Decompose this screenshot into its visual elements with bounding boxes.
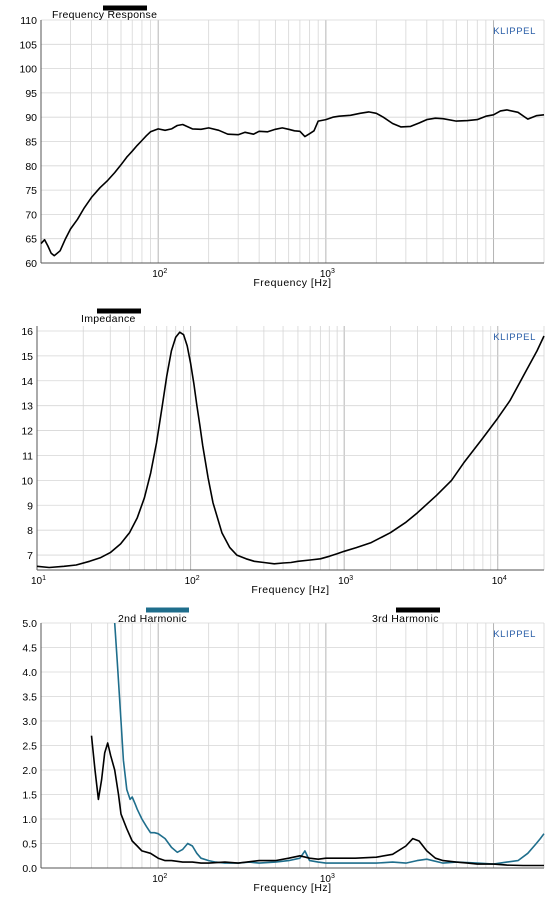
chart-2-ytick-label: 14 [21,376,33,388]
chart-1-klippel-watermark: KLIPPEL [493,26,536,37]
chart-2-ytick-label: 9 [27,500,33,512]
chart-3-ytick-label: 4.0 [22,667,37,679]
chart-2-xtick-exponent: 1 [42,575,46,582]
chart-2-xtick-exponent: 2 [196,575,200,582]
chart-3-xtick-label: 102 [152,873,167,885]
chart-2-xtick-label: 104 [492,575,507,587]
chart-1-ytick-label: 80 [25,161,37,173]
chart-2-xtick-base: 10 [185,576,197,587]
chart-2-series-line-1 [36,331,545,569]
chart-3-ytick-label: 3.5 [22,692,37,704]
chart-1-ytick-label: 110 [20,15,37,27]
chart-3-xlabel: Frequency [Hz] [253,882,331,894]
chart-1-ytick-label: 65 [25,234,37,246]
chart-2-xtick-exponent: 4 [503,575,507,582]
chart-2-xtick-base: 10 [338,576,350,587]
chart-1-ytick-label: 75 [25,185,37,197]
chart-2-xtick-label: 101 [31,575,46,587]
chart-1-xtick-base: 10 [320,269,332,280]
chart-2-xtick-label: 102 [185,575,200,587]
chart-2-xtick-base: 10 [31,576,43,587]
chart-1-ytick-label: 90 [25,112,37,124]
chart-3-ytick-label: 4.5 [22,643,37,655]
chart-3-series-line-2 [90,735,544,867]
chart-3-ytick-label: 2.5 [22,741,37,753]
chart-1-ytick-label: 60 [25,258,37,270]
chart-1-xtick-label: 102 [152,268,167,280]
chart-2-xtick-base: 10 [492,576,504,587]
chart-2-klippel-watermark: KLIPPEL [493,332,536,343]
chart-1-ytick-label: 105 [19,39,37,51]
chart-3-legend-label-2: 3rd Harmonic [372,613,439,625]
chart-2-ytick-label: 8 [27,525,33,537]
chart-1-ytick-label: 95 [25,88,37,100]
chart-1-ytick-label: 85 [25,137,37,149]
chart-3-ytick-label: 2.0 [22,765,37,777]
chart-3-ytick-label: 3.0 [22,716,37,728]
chart-2-plot-area [37,326,544,570]
chart-3-xtick-exponent: 2 [163,873,167,880]
chart-2-ytick-label: 11 [22,450,33,462]
chart-3-legend-label-1: 2nd Harmonic [118,613,187,625]
chart-2-ytick-label: 7 [27,550,33,562]
chart-1-xtick-label: 103 [320,268,335,280]
chart-1-legend-label-1: Frequency Response [52,9,157,21]
chart-2-xtick-label: 103 [338,575,353,587]
chart-3-xtick-base: 10 [152,874,164,885]
chart-1-xlabel: Frequency [Hz] [253,277,331,289]
chart-3-ytick-label: 5.0 [22,618,37,630]
chart-1-series-line-1 [40,109,545,257]
chart-1-xtick-exponent: 2 [163,268,167,275]
chart-2-ytick-label: 10 [21,475,33,487]
chart-3-klippel-watermark: KLIPPEL [493,629,536,640]
chart-2-xtick-exponent: 3 [349,575,353,582]
chart-3-xtick-base: 10 [320,874,332,885]
chart-1-xtick-base: 10 [152,269,164,280]
chart-1-ytick-label: 100 [19,64,37,76]
chart-2-legend-label-1: Impedance [81,313,136,325]
chart-2-ytick-label: 16 [21,326,33,338]
chart-2-ytick-label: 15 [21,351,33,363]
chart-1-ytick-label: 70 [25,209,37,221]
chart-2-ytick-label: 12 [21,426,33,438]
chart-3-ytick-label: 1.5 [22,790,37,802]
chart-3-ytick-label: 0.5 [22,839,37,851]
chart-3-xtick-label: 103 [320,873,335,885]
chart-3-ytick-label: 1.0 [22,814,37,826]
chart-2-xlabel: Frequency [Hz] [251,584,329,596]
chart-1-xtick-exponent: 3 [331,268,335,275]
chart-3-ytick-label: 0.0 [22,863,37,875]
chart-2-ytick-label: 13 [21,401,33,413]
chart-3-xtick-exponent: 3 [331,873,335,880]
